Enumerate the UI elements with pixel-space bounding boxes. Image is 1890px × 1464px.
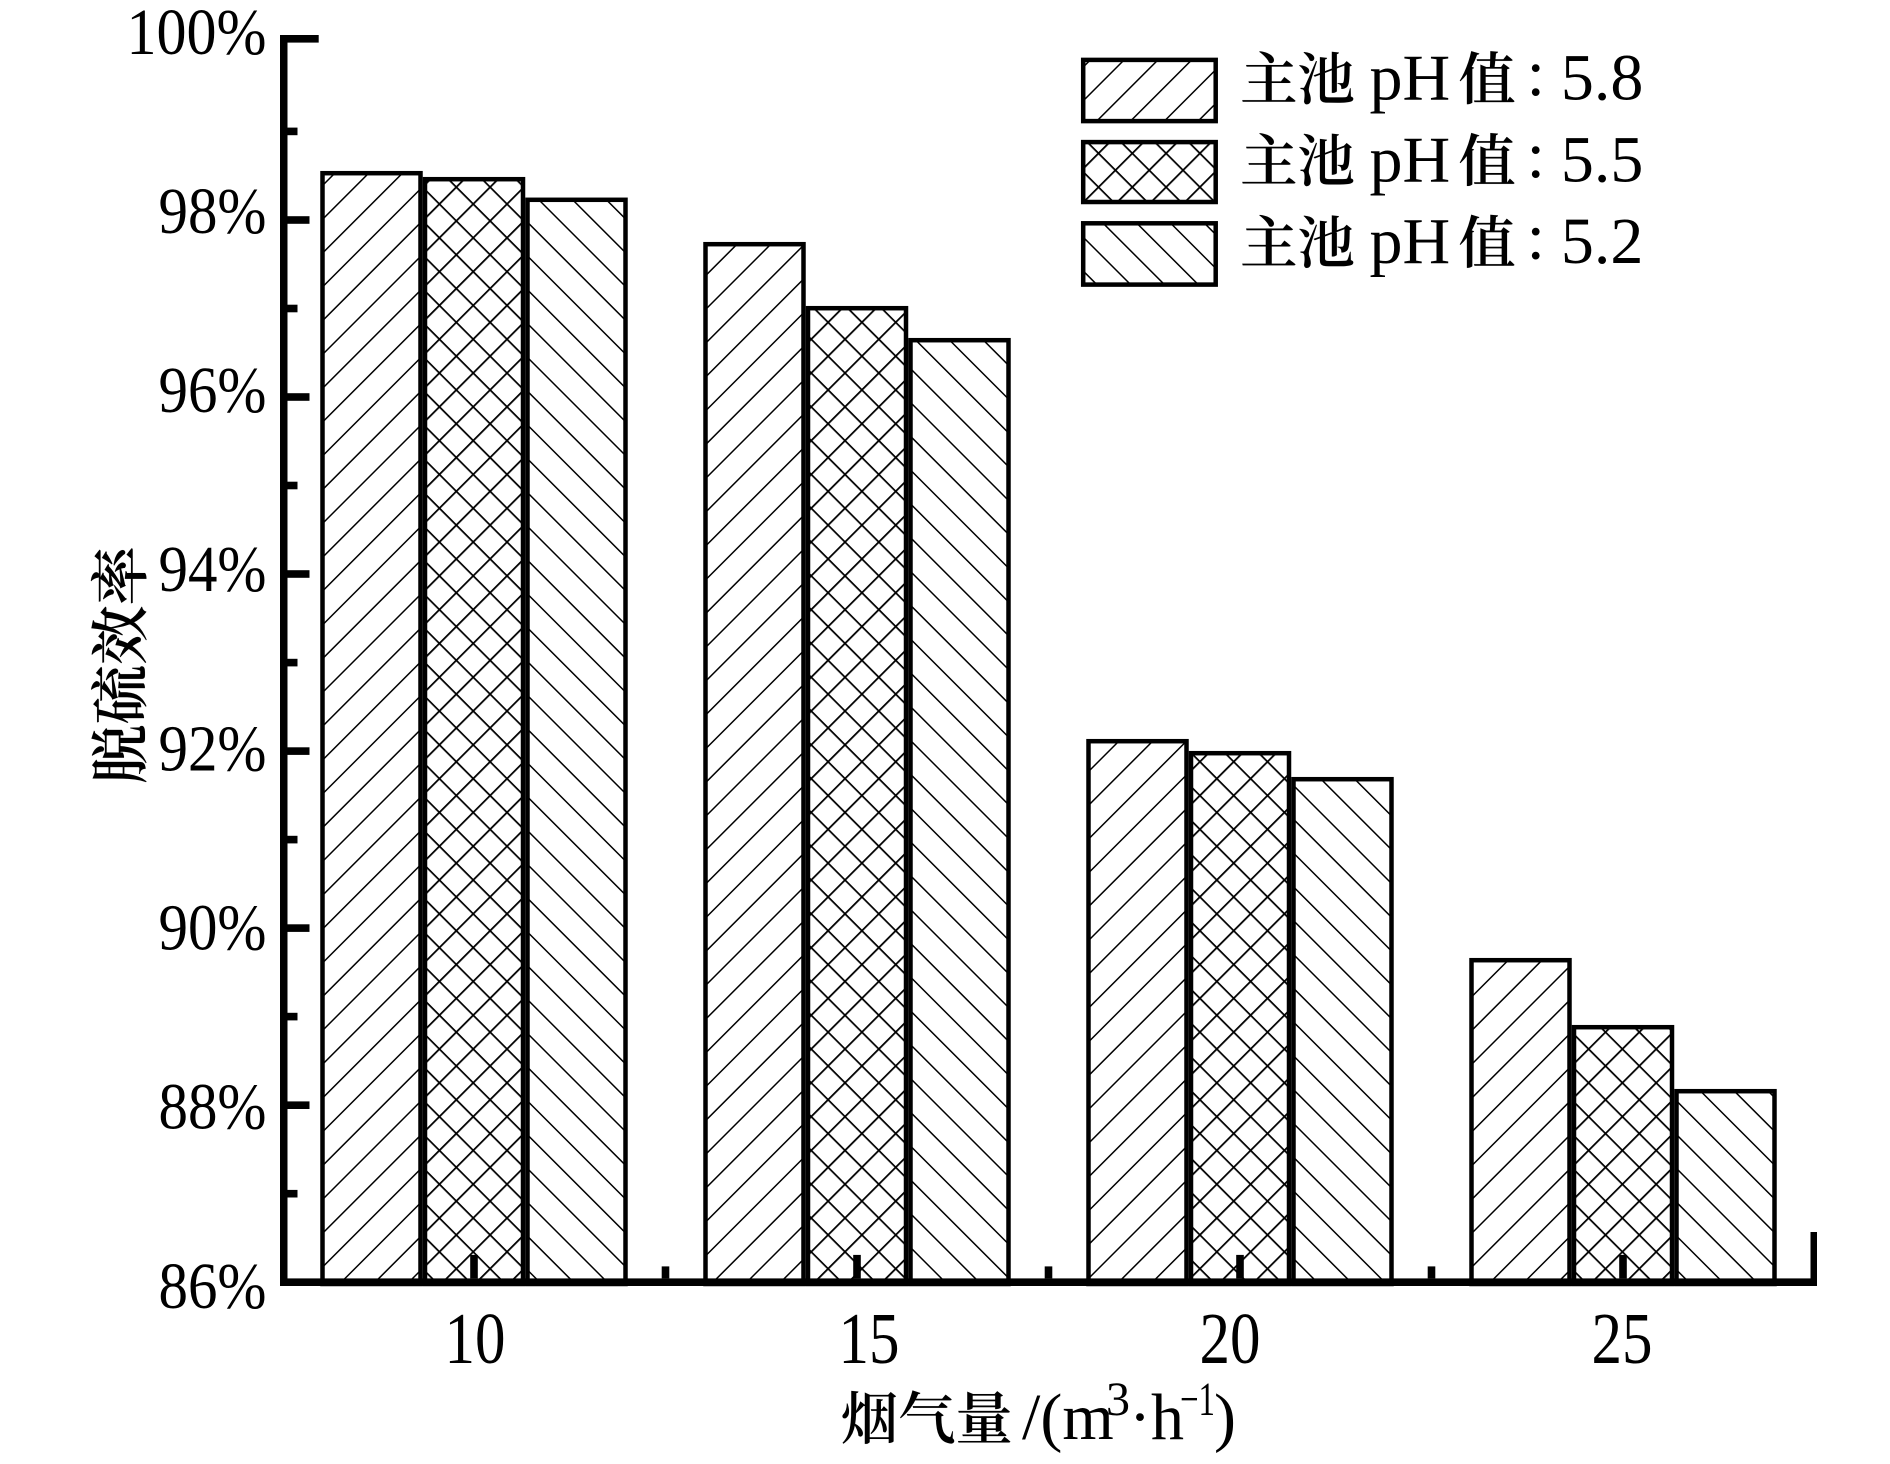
svg-text::: : xyxy=(1527,201,1545,274)
svg-text:25: 25 xyxy=(1592,1298,1653,1379)
svg-text:pH: pH xyxy=(1370,205,1451,278)
svg-text:3: 3 xyxy=(1106,1373,1130,1426)
svg-text:98%: 98% xyxy=(159,175,267,248)
svg-text:5.2: 5.2 xyxy=(1561,205,1644,278)
svg-text:5.5: 5.5 xyxy=(1561,123,1644,196)
svg-text::: : xyxy=(1527,37,1545,110)
svg-text:20: 20 xyxy=(1200,1298,1261,1379)
svg-text:15: 15 xyxy=(839,1298,900,1379)
svg-text::: : xyxy=(1527,119,1545,192)
svg-text:94%: 94% xyxy=(159,533,267,606)
svg-text:86%: 86% xyxy=(159,1250,267,1323)
svg-text:pH: pH xyxy=(1370,123,1451,196)
svg-text:92%: 92% xyxy=(159,712,267,785)
svg-text:88%: 88% xyxy=(159,1071,267,1144)
svg-text:5.8: 5.8 xyxy=(1561,42,1644,115)
svg-text:100%: 100% xyxy=(127,0,267,69)
svg-text:96%: 96% xyxy=(159,354,267,427)
svg-text:): ) xyxy=(1214,1381,1236,1454)
svg-text:−1: −1 xyxy=(1180,1373,1215,1426)
svg-text:10: 10 xyxy=(445,1298,506,1379)
svg-text:/(m: /(m xyxy=(1022,1381,1114,1454)
svg-text:·h: ·h xyxy=(1129,1381,1184,1454)
svg-text:pH: pH xyxy=(1370,42,1451,115)
svg-text:90%: 90% xyxy=(159,892,267,965)
